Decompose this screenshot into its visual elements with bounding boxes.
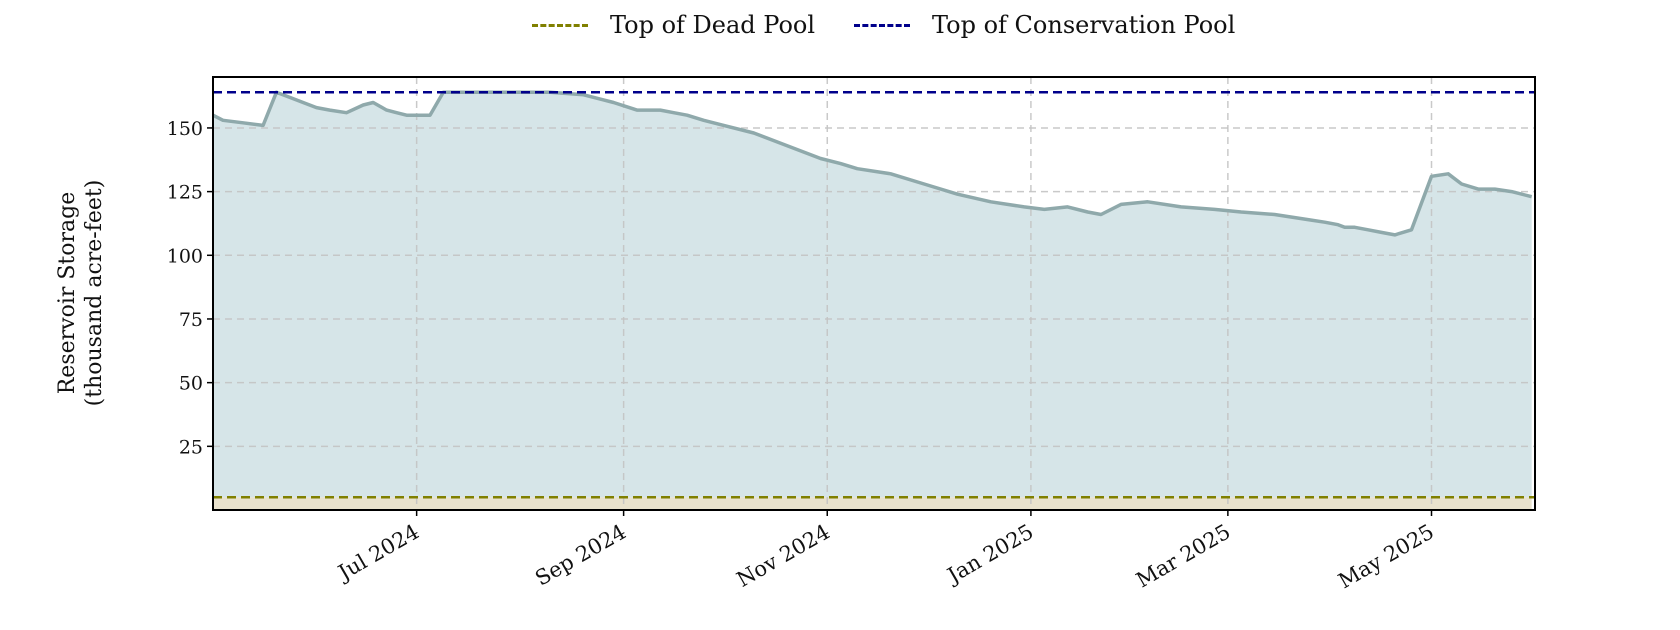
y-tick-label: 100 (167, 245, 203, 267)
plot-frame (212, 76, 1536, 511)
y-tick-label: 150 (167, 118, 203, 140)
legend-item-dead-pool: Top of Dead Pool (532, 8, 815, 42)
y-axis-label-line-2: (thousand acre-feet) (82, 180, 107, 407)
x-tick-label: May 2025 (1334, 520, 1438, 594)
x-tick-label: Jul 2024 (332, 520, 423, 586)
legend: Top of Dead Pool Top of Conservation Poo… (0, 8, 1680, 42)
x-tick-label: Jan 2025 (942, 520, 1038, 589)
x-tick-label: Mar 2025 (1132, 520, 1234, 593)
dashed-line-swatch-icon (532, 23, 588, 27)
y-tick-label: 75 (179, 309, 203, 331)
legend-label-dead-pool: Top of Dead Pool (610, 11, 816, 39)
dead-pool-fill (213, 497, 1532, 510)
y-tick-label: 50 (179, 373, 203, 395)
x-tick-label: Sep 2024 (531, 520, 630, 591)
legend-item-conservation-pool: Top of Conservation Pool (854, 8, 1235, 42)
dashed-line-swatch-icon (854, 23, 910, 27)
legend-label-conservation-pool: Top of Conservation Pool (932, 11, 1236, 39)
y-tick-label: 125 (167, 182, 203, 204)
y-tick-label: 25 (179, 436, 203, 458)
y-axis-label-line-1: Reservoir Storage (55, 192, 80, 395)
x-tick-label: Nov 2024 (733, 520, 834, 592)
storage-series-line (212, 90, 1533, 237)
storage-area-fill (213, 92, 1532, 498)
